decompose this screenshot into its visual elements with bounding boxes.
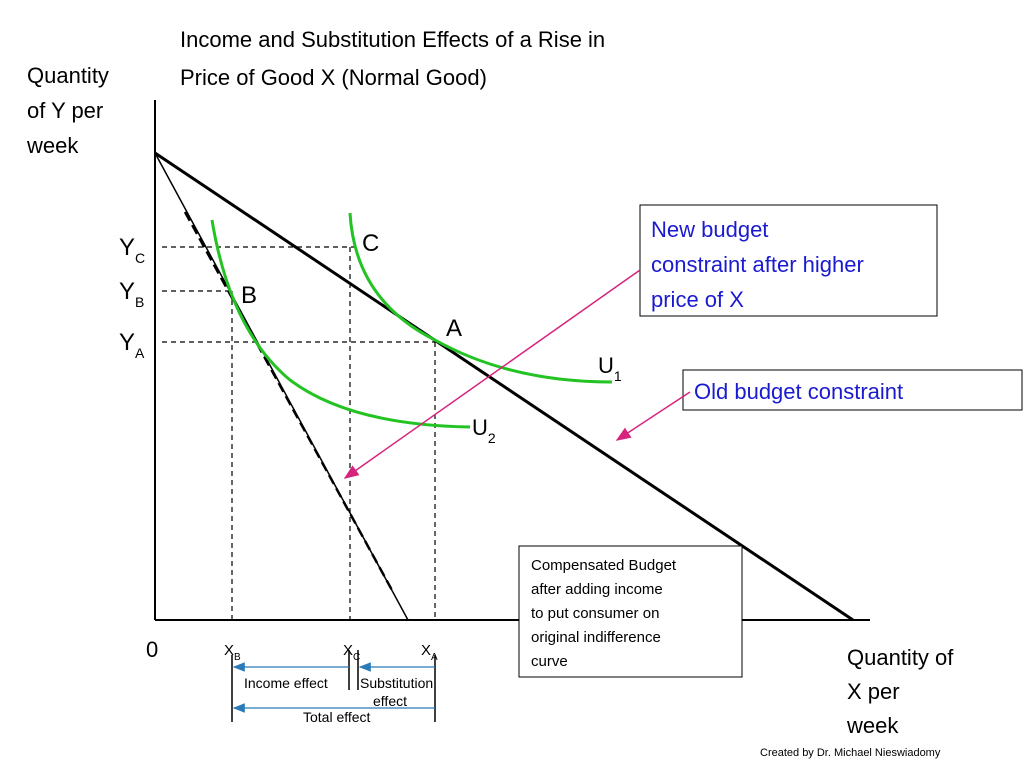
x-tick-label: XB (224, 642, 241, 663)
y-axis-label: week (26, 133, 79, 158)
effect-label: Total effect (303, 709, 371, 725)
curve-label: U1 (598, 353, 622, 384)
callout-text: curve (531, 653, 568, 670)
y-tick-label: YB (119, 278, 144, 310)
title: Price of Good X (Normal Good) (180, 65, 487, 90)
y-axis-label: of Y per (27, 98, 103, 123)
x-axis-label: Quantity of (847, 645, 954, 670)
effect-brackets (231, 650, 436, 722)
origin-label: 0 (146, 637, 158, 662)
indifference-curve-u2 (210, 219, 471, 429)
y-axis-label: Quantity (27, 63, 109, 88)
compensated-budget-line (183, 211, 395, 593)
callout-box (639, 204, 938, 317)
callout-text: Compensated Budget (531, 557, 677, 574)
callout-arrow (615, 391, 691, 441)
effect-label: effect (373, 693, 407, 709)
callout-text: price of X (651, 287, 744, 312)
curve-label: U2 (472, 415, 496, 446)
indifference-curve-u1 (348, 212, 613, 384)
guides (162, 246, 436, 620)
effect-label: Substitution (360, 675, 433, 691)
callout-arrow (343, 269, 641, 479)
callout-text: constraint after higher (651, 252, 864, 277)
title: Income and Substitution Effects of a Ris… (180, 27, 605, 52)
point-label: A (446, 315, 462, 342)
old-budget-line (154, 151, 854, 622)
callout-text: New budget (651, 217, 768, 242)
y-tick-label: YC (119, 234, 145, 266)
callout-box (682, 369, 1023, 411)
callout-text: after adding income (531, 581, 663, 598)
callout-text: to put consumer on (531, 605, 659, 622)
point-label: C (362, 230, 379, 257)
callout-text: Old budget constraint (694, 379, 903, 404)
effect-label: Income effect (244, 675, 328, 691)
callout-text: original indifference (531, 629, 661, 646)
x-axis-label: week (846, 713, 899, 738)
credit: Created by Dr. Michael Nieswiadomy (760, 747, 941, 759)
callout-box (518, 545, 743, 678)
x-tick-label: XC (343, 642, 360, 663)
x-axis-label: X per (847, 679, 900, 704)
y-tick-label: YA (119, 329, 145, 361)
point-label: B (241, 282, 257, 309)
